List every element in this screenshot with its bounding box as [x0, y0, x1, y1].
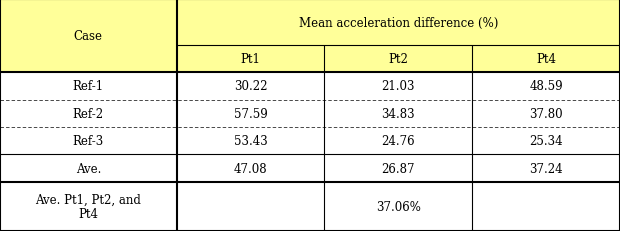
Bar — [0, 182, 620, 231]
Text: 37.06%: 37.06% — [376, 200, 421, 213]
Bar — [0, 155, 620, 182]
Bar — [0, 0, 620, 73]
Text: Case: Case — [74, 30, 103, 43]
Text: Ref-2: Ref-2 — [73, 107, 104, 120]
Bar — [0, 100, 620, 128]
Text: Pt2: Pt2 — [388, 53, 409, 66]
Text: 47.08: 47.08 — [234, 162, 267, 175]
Bar — [0, 128, 620, 155]
Bar — [0, 73, 620, 100]
Text: 57.59: 57.59 — [234, 107, 267, 120]
Text: 53.43: 53.43 — [234, 135, 267, 148]
Text: Ave. Pt1, Pt2, and
Pt4: Ave. Pt1, Pt2, and Pt4 — [35, 193, 141, 220]
Text: Ref-1: Ref-1 — [73, 80, 104, 93]
Text: 30.22: 30.22 — [234, 80, 267, 93]
Text: Pt1: Pt1 — [241, 53, 260, 66]
Text: 48.59: 48.59 — [529, 80, 563, 93]
Text: Mean acceleration difference (%): Mean acceleration difference (%) — [299, 16, 498, 29]
Text: 34.83: 34.83 — [381, 107, 415, 120]
Text: 25.34: 25.34 — [529, 135, 563, 148]
Text: 21.03: 21.03 — [381, 80, 415, 93]
Text: 37.24: 37.24 — [529, 162, 563, 175]
Text: 26.87: 26.87 — [381, 162, 415, 175]
Text: Pt4: Pt4 — [536, 53, 556, 66]
Text: Ref-3: Ref-3 — [73, 135, 104, 148]
Text: 24.76: 24.76 — [381, 135, 415, 148]
Text: Ave.: Ave. — [76, 162, 101, 175]
Text: 37.80: 37.80 — [529, 107, 563, 120]
